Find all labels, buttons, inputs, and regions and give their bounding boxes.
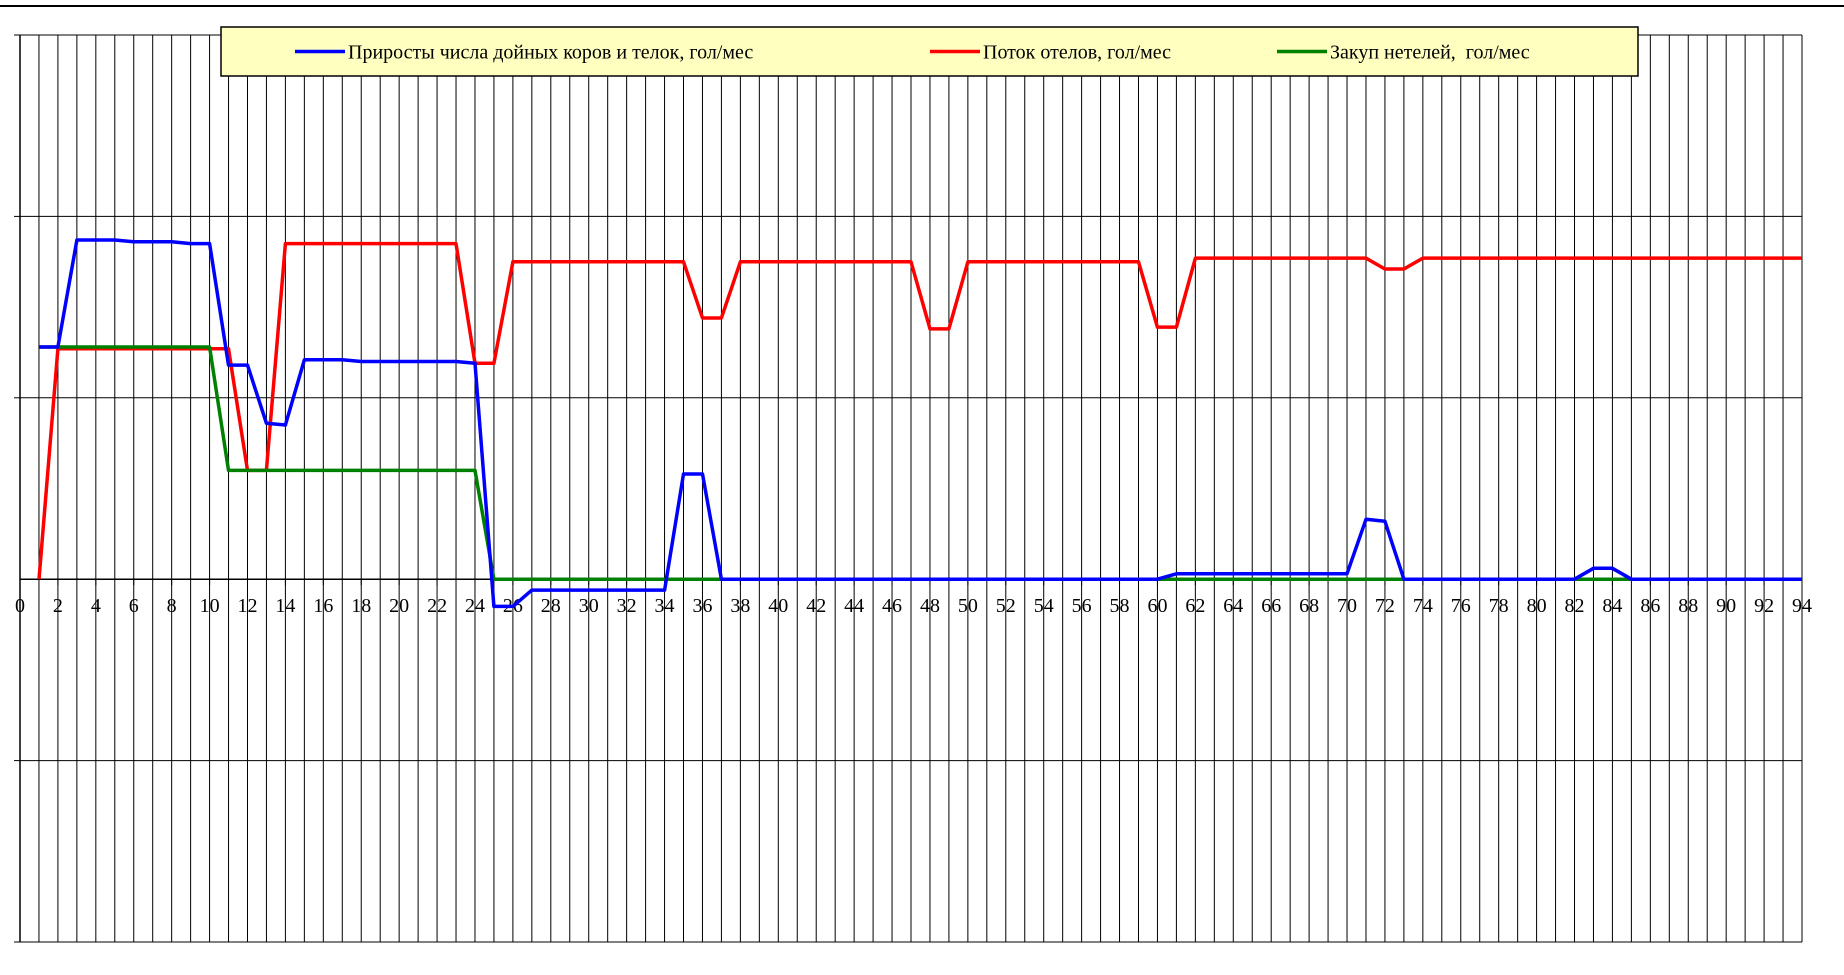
x-tick-label: 64 bbox=[1223, 595, 1243, 617]
x-tick-label: 52 bbox=[996, 595, 1016, 617]
x-tick-label: 40 bbox=[768, 595, 788, 617]
x-tick-label: 20 bbox=[389, 595, 409, 617]
x-tick-label: 84 bbox=[1602, 595, 1622, 617]
x-tick-label: 0 bbox=[15, 595, 25, 617]
series-line-1 bbox=[39, 238, 1802, 609]
legend: Приросты числа дойных коров и телок, гол… bbox=[220, 26, 1639, 77]
x-tick-label: 74 bbox=[1413, 595, 1433, 617]
x-tick-label: 42 bbox=[806, 595, 826, 617]
x-tick-label: 78 bbox=[1489, 595, 1509, 617]
x-tick-label: 76 bbox=[1451, 595, 1471, 617]
x-tick-label: 12 bbox=[237, 595, 257, 617]
x-tick-labels: 0 2 4 6 8 10 12 14 16 18 20 22 24 26 28 30 32 34 36 38 40 42 4… bbox=[15, 579, 1812, 617]
legend-label: Закуп нетелей, гол/мес bbox=[1330, 42, 1530, 64]
x-tick-label: 38 bbox=[730, 595, 750, 617]
x-tick-label: 8 bbox=[167, 595, 177, 617]
x-tick-label: 32 bbox=[617, 595, 637, 617]
legend-box bbox=[220, 26, 1639, 77]
horizontal-grid bbox=[14, 34, 1802, 943]
x-tick-label: 54 bbox=[1034, 595, 1054, 617]
x-tick-label: 94 bbox=[1792, 595, 1812, 617]
x-tick-label: 2 bbox=[53, 595, 63, 617]
x-tick-label: 6 bbox=[129, 595, 139, 617]
x-tick-label: 62 bbox=[1185, 595, 1205, 617]
x-tick-label: 46 bbox=[882, 595, 902, 617]
series-line-3 bbox=[39, 345, 1802, 581]
x-tick-label: 80 bbox=[1527, 595, 1547, 617]
x-tick-label: 10 bbox=[200, 595, 220, 617]
x-tick-label: 56 bbox=[1072, 595, 1092, 617]
x-tick-label: 44 bbox=[844, 595, 864, 617]
x-tick-label: 28 bbox=[541, 595, 561, 617]
x-tick-label: 24 bbox=[465, 595, 485, 617]
x-tick-label: 36 bbox=[692, 595, 712, 617]
x-tick-label: 88 bbox=[1678, 595, 1698, 617]
x-tick-label: 72 bbox=[1375, 595, 1395, 617]
x-tick-label: 14 bbox=[275, 595, 295, 617]
x-tick-label: 22 bbox=[427, 595, 447, 617]
series-line-2 bbox=[37, 241, 1802, 580]
series-layer bbox=[37, 238, 1802, 609]
x-tick-label: 30 bbox=[579, 595, 599, 617]
legend-label: Поток отелов, гол/мес bbox=[983, 42, 1171, 64]
x-tick-label: 58 bbox=[1110, 595, 1130, 617]
x-tick-label: 82 bbox=[1565, 595, 1585, 617]
x-tick-label: 86 bbox=[1640, 595, 1660, 617]
x-tick-label: 90 bbox=[1716, 595, 1736, 617]
x-tick-label: 66 bbox=[1261, 595, 1281, 617]
x-tick-label: 92 bbox=[1754, 595, 1774, 617]
x-tick-label: 48 bbox=[920, 595, 940, 617]
x-tick-label: 70 bbox=[1337, 595, 1357, 617]
x-tick-label: 60 bbox=[1147, 595, 1167, 617]
x-tick-label: 18 bbox=[351, 595, 371, 617]
legend-label: Приросты числа дойных коров и телок, гол… bbox=[348, 42, 753, 64]
vertical-grid bbox=[38, 35, 1803, 942]
x-tick-label: 50 bbox=[958, 595, 978, 617]
x-tick-label: 4 bbox=[91, 595, 101, 617]
x-tick-label: 34 bbox=[655, 595, 675, 617]
x-tick-label: 16 bbox=[313, 595, 333, 617]
x-tick-label: 68 bbox=[1299, 595, 1319, 617]
